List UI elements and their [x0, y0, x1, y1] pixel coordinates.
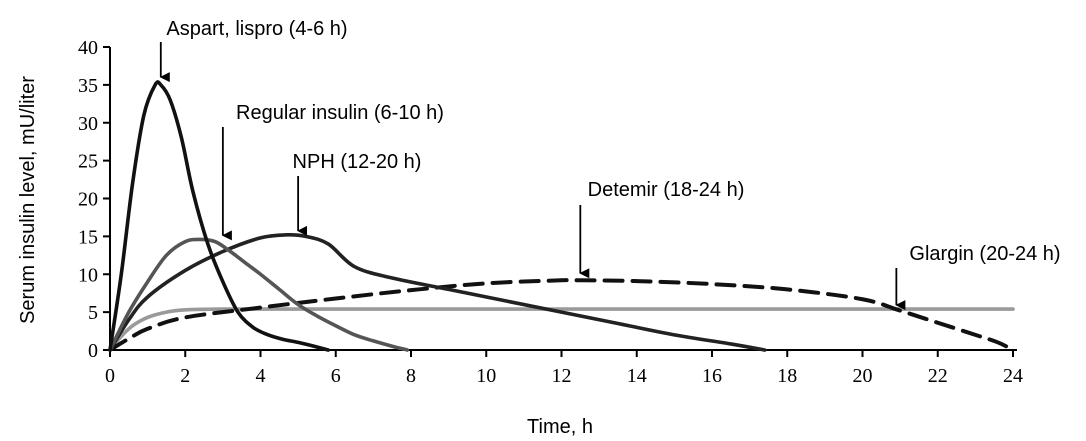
y-tick-label: 10	[78, 264, 98, 286]
annotation-label-4: Glargin (20-24 h)	[909, 243, 1060, 265]
x-tick-label: 16	[702, 365, 722, 387]
annotations: Aspart, lispro (4-6 h) Regular insulin (6…	[159, 18, 1061, 311]
axes	[109, 47, 1017, 351]
x-ticks: 0 2 4 6 8 10 12 14 16 18 20 22 24	[105, 350, 1023, 387]
y-tick-label: 30	[78, 113, 98, 135]
y-tick-label: 25	[78, 151, 98, 173]
annotation-label-3: Detemir (18-24 h)	[588, 179, 745, 201]
x-tick-label: 4	[256, 365, 266, 387]
y-tick-label: 15	[78, 226, 98, 248]
x-tick-label: 8	[406, 365, 416, 387]
y-axis-title: Serum insulin level, mU/liter	[17, 76, 39, 324]
y-tick-label: 20	[78, 189, 98, 211]
x-axis-title: Time, h	[527, 416, 593, 438]
x-tick-label: 22	[928, 365, 948, 387]
x-tick-label: 24	[1003, 365, 1023, 387]
series-line-2	[108, 232, 767, 352]
series-line-0	[108, 80, 331, 352]
y-tick-label: 35	[78, 75, 98, 97]
annotation-label-1: Regular insulin (6-10 h)	[236, 102, 444, 124]
x-tick-label: 10	[476, 365, 496, 387]
x-tick-label: 6	[331, 365, 341, 387]
x-tick-label: 12	[552, 365, 572, 387]
y-ticks: 0 5 10 15 20 25 30 35 40	[78, 37, 110, 362]
x-tick-label: 14	[627, 365, 647, 387]
x-tick-label: 18	[777, 365, 797, 387]
x-tick-label: 0	[105, 365, 115, 387]
y-tick-label: 40	[78, 37, 98, 59]
annotation-label-0: Aspart, lispro (4-6 h)	[166, 18, 347, 40]
series-line-4	[108, 307, 1015, 352]
y-tick-label: 5	[88, 302, 98, 324]
series-lines	[108, 80, 1015, 352]
x-tick-label: 20	[853, 365, 873, 387]
y-tick-label: 0	[88, 340, 98, 362]
annotation-label-2: NPH (12-20 h)	[293, 151, 422, 173]
series-line-3	[108, 278, 1015, 352]
x-tick-label: 2	[180, 365, 190, 387]
series-line-1	[108, 237, 410, 352]
